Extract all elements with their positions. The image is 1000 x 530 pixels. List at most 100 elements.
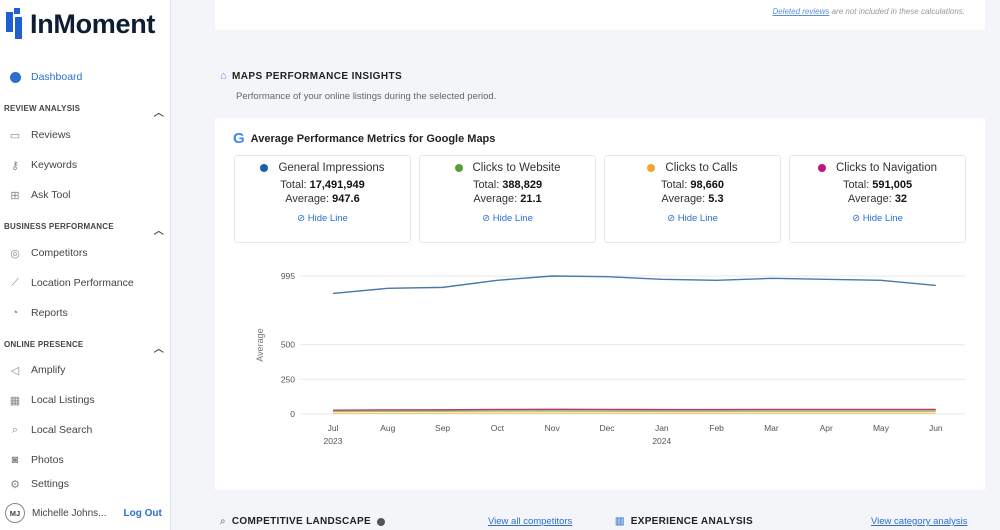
info-icon[interactable] bbox=[377, 517, 385, 526]
reviews-summary-card: Deleted reviews are not included in thes… bbox=[215, 0, 985, 30]
note-text: are not included in these calculations. bbox=[829, 7, 965, 16]
view-all-competitors-link[interactable]: View all competitors bbox=[488, 516, 573, 527]
logo[interactable]: InMoment bbox=[6, 8, 155, 40]
x-tick-label: Nov bbox=[545, 423, 561, 433]
sidebar: InMoment Dashboard REVIEW ANALYSIS ︿ ▭ Rev… bbox=[0, 0, 171, 530]
chevron-up-icon[interactable]: ︿ bbox=[153, 344, 164, 355]
label: Hide Line bbox=[492, 213, 533, 224]
sidebar-item-local-search[interactable]: ⌕ Local Search bbox=[0, 423, 171, 437]
deleted-reviews-note: Deleted reviews are not included in thes… bbox=[772, 7, 965, 16]
label: Location Performance bbox=[31, 277, 134, 289]
avatar[interactable]: MJ bbox=[5, 503, 25, 523]
value: 98,660 bbox=[690, 179, 724, 191]
x-tick-label: May bbox=[873, 423, 890, 433]
x-year-label: 2023 bbox=[324, 436, 343, 446]
x-tick-label: Dec bbox=[599, 423, 615, 433]
label: Dashboard bbox=[31, 71, 83, 83]
x-tick-label: Mar bbox=[764, 423, 779, 433]
hide-line-button[interactable]: ⊘ Hide Line bbox=[605, 213, 780, 224]
chevron-up-icon[interactable]: ︿ bbox=[153, 108, 164, 119]
label: Average: bbox=[285, 193, 333, 205]
section-online-presence[interactable]: ONLINE PRESENCE ︿ bbox=[4, 340, 164, 355]
metric-name: Clicks to Website bbox=[472, 162, 561, 174]
sidebar-item-settings[interactable]: ⚙ Settings bbox=[0, 477, 171, 491]
section-review-analysis[interactable]: REVIEW ANALYSIS ︿ bbox=[4, 104, 164, 119]
metric-total: Total: 591,005 bbox=[790, 179, 965, 191]
label: Total: bbox=[280, 179, 310, 191]
sidebar-item-keywords[interactable]: ⚷ Keywords bbox=[0, 158, 171, 172]
line-chart-icon: ⟋ bbox=[11, 276, 19, 289]
pie-icon: ◔ bbox=[11, 307, 19, 319]
metric-header: Clicks to Website bbox=[420, 162, 595, 174]
hide-line-button[interactable]: ⊘ Hide Line bbox=[420, 213, 595, 224]
sidebar-item-location-performance[interactable]: ⟋ Location Performance bbox=[0, 276, 171, 290]
x-tick-label: Oct bbox=[491, 423, 505, 433]
metric-header: Clicks to Calls bbox=[605, 162, 780, 174]
user-name: Michelle Johns... bbox=[32, 507, 107, 519]
experience-analysis-title: ▥ EXPERIENCE ANALYSIS bbox=[615, 516, 753, 527]
title: MAPS PERFORMANCE INSIGHTS bbox=[232, 70, 403, 82]
title: EXPERIENCE ANALYSIS bbox=[630, 516, 753, 527]
legend-dot bbox=[260, 164, 269, 172]
sidebar-item-dashboard[interactable]: Dashboard bbox=[0, 70, 171, 84]
metric-average: Average: 947.6 bbox=[235, 193, 410, 205]
sidebar-item-reports[interactable]: ◔ Reports bbox=[0, 306, 171, 320]
metric-header: Clicks to Navigation bbox=[790, 162, 965, 174]
hide-line-button[interactable]: ⊘ Hide Line bbox=[790, 213, 965, 224]
metric-average: Average: 5.3 bbox=[605, 193, 780, 205]
section-business-performance[interactable]: BUSINESS PERFORMANCE ︿ bbox=[4, 222, 164, 237]
logout-button[interactable]: Log Out bbox=[123, 507, 162, 519]
view-category-analysis-link[interactable]: View category analysis bbox=[871, 516, 968, 527]
label: Total: bbox=[842, 179, 873, 191]
key-icon: ⚷ bbox=[10, 159, 20, 172]
sidebar-item-ask-tool[interactable]: ⊞ Ask Tool bbox=[0, 188, 171, 202]
sidebar-item-competitors[interactable]: ◎ Competitors bbox=[0, 246, 171, 260]
section-title: BUSINESS PERFORMANCE bbox=[4, 222, 114, 231]
card-title-text: Average Performance Metrics for Google M… bbox=[250, 132, 496, 145]
series-line bbox=[332, 275, 936, 295]
label: Average: bbox=[473, 193, 521, 205]
label: Photos bbox=[31, 454, 64, 466]
sidebar-item-reviews[interactable]: ▭ Reviews bbox=[0, 128, 171, 142]
competitive-landscape-title: ⌕ COMPETITIVE LANDSCAPE bbox=[220, 516, 385, 527]
metric-average: Average: 21.1 bbox=[420, 193, 595, 205]
metric-total: Total: 388,829 bbox=[420, 179, 595, 191]
deleted-reviews-link[interactable]: Deleted reviews bbox=[772, 7, 830, 16]
label: Amplify bbox=[31, 364, 66, 376]
label: Hide Line bbox=[862, 213, 903, 224]
chat-icon: ▭ bbox=[9, 129, 21, 142]
value: 947.6 bbox=[332, 193, 360, 205]
metric-card: Clicks to Navigation Total: 591,005 Aver… bbox=[789, 155, 966, 243]
label: Local Listings bbox=[31, 394, 95, 406]
legend-dot bbox=[647, 164, 656, 172]
bar-chart-icon: ▥ bbox=[615, 516, 625, 527]
x-tick-label: Sep bbox=[435, 423, 450, 433]
value: 32 bbox=[894, 193, 908, 205]
label: Total: bbox=[472, 179, 503, 191]
sidebar-item-photos[interactable]: ◙ Photos bbox=[0, 453, 171, 467]
y-axis-label: Average bbox=[255, 328, 265, 361]
chevron-up-icon[interactable]: ︿ bbox=[153, 226, 164, 237]
medal-icon: ◎ bbox=[10, 247, 20, 260]
metric-name: General Impressions bbox=[278, 162, 385, 174]
hide-line-button[interactable]: ⊘ Hide Line bbox=[235, 213, 410, 224]
y-tick-label: 0 bbox=[290, 409, 295, 419]
value: 388,829 bbox=[502, 179, 543, 191]
label: Local Search bbox=[31, 424, 93, 436]
label: Ask Tool bbox=[31, 189, 71, 201]
metric-name: Clicks to Calls bbox=[665, 162, 738, 174]
gear-icon: ⚙ bbox=[10, 478, 20, 491]
card-title: G Average Performance Metrics for Google … bbox=[233, 130, 495, 147]
user-profile: MJ Michelle Johns... Log Out bbox=[5, 503, 162, 523]
sidebar-item-local-listings[interactable]: ▦ Local Listings bbox=[0, 393, 171, 407]
legend-dot bbox=[818, 164, 826, 172]
label: Reports bbox=[31, 307, 68, 319]
x-tick-label: Apr bbox=[820, 423, 833, 433]
eye-off-icon: ⊘ bbox=[852, 213, 861, 224]
maps-section-subtitle: Performance of your online listings duri… bbox=[236, 91, 497, 102]
sidebar-item-amplify[interactable]: ◁ Amplify bbox=[0, 363, 171, 377]
label: Competitors bbox=[31, 247, 88, 259]
section-title: ONLINE PRESENCE bbox=[4, 340, 84, 349]
ask-icon: ⊞ bbox=[10, 189, 20, 202]
label: Average: bbox=[847, 193, 895, 205]
